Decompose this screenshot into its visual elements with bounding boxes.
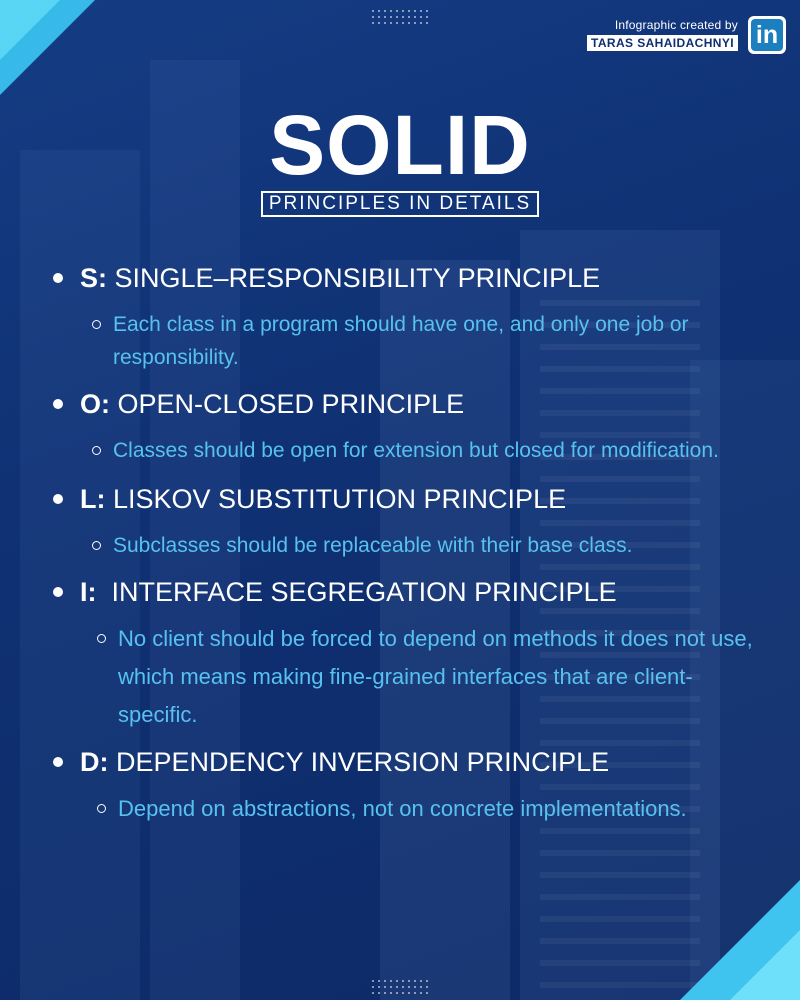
principle-heading: D: DEPENDENCY INVERSION PRINCIPLE (0, 742, 800, 782)
background-building (150, 60, 240, 1000)
principle-description-text: Depend on abstractions, not on concrete … (118, 796, 687, 821)
principle-letter: O: (80, 389, 110, 419)
principle-description: No client should be forced to depend on … (0, 620, 800, 734)
principle-description: Depend on abstractions, not on concrete … (0, 790, 800, 828)
linkedin-icon-label: in (751, 19, 783, 51)
principle-name: SINGLE–RESPONSIBILITY PRINCIPLE (114, 263, 601, 293)
bullet-icon (53, 273, 63, 283)
list-item-dependency-inversion: D: DEPENDENCY INVERSION PRINCIPLE Depend… (0, 742, 800, 828)
background-building-windows (540, 300, 700, 1000)
bullet-icon (53, 494, 63, 504)
sub-bullet-icon (92, 541, 101, 550)
list-item-interface-segregation: I: INTERFACE SEGREGATION PRINCIPLE No cl… (0, 572, 800, 734)
linkedin-icon[interactable]: in (748, 16, 786, 54)
principle-description-text: Subclasses should be replaceable with th… (113, 534, 633, 557)
credit-caption: Infographic created by (614, 18, 738, 32)
principle-description: Classes should be open for extension but… (0, 434, 800, 467)
author-credit: Infographic created by TARAS SAHAIDACHNY… (587, 18, 738, 52)
page-title: SOLID (269, 98, 531, 192)
principle-description: Each class in a program should have one,… (0, 308, 800, 374)
sub-bullet-icon (92, 446, 101, 455)
list-item-single-responsibility: S: SINGLE–RESPONSIBILITY PRINCIPLE Each … (0, 258, 800, 374)
bullet-icon (53, 757, 63, 767)
background-building (380, 260, 510, 1000)
sub-bullet-icon (97, 634, 106, 643)
corner-decoration-bottom-right-inner (730, 930, 800, 1000)
principle-heading: I: INTERFACE SEGREGATION PRINCIPLE (0, 572, 800, 612)
background-building (20, 150, 140, 1000)
principle-letter: S: (80, 263, 107, 293)
page-subtitle: PRINCIPLES IN DETAILS (260, 191, 540, 217)
principle-heading: S: SINGLE–RESPONSIBILITY PRINCIPLE (0, 258, 800, 298)
list-item-open-closed: O: OPEN-CLOSED PRINCIPLE Classes should … (0, 384, 800, 467)
background-building (520, 230, 720, 1000)
principle-description-text: Classes should be open for extension but… (113, 439, 719, 462)
principle-description: Subclasses should be replaceable with th… (0, 529, 800, 562)
principle-letter: L: (80, 484, 106, 514)
principles-list: S: SINGLE–RESPONSIBILITY PRINCIPLE Each … (0, 258, 800, 828)
bullet-icon (53, 399, 63, 409)
principle-heading: O: OPEN-CLOSED PRINCIPLE (0, 384, 800, 424)
bullet-icon (53, 587, 63, 597)
principle-heading: L: LISKOV SUBSTITUTION PRINCIPLE (0, 479, 800, 519)
corner-decoration-top-left-inner (0, 0, 60, 60)
principle-letter: D: (80, 747, 109, 777)
principle-name: DEPENDENCY INVERSION PRINCIPLE (116, 747, 610, 777)
principle-letter: I: (80, 577, 97, 607)
author-name: TARAS SAHAIDACHNYI (587, 35, 738, 51)
sub-bullet-icon (92, 320, 101, 329)
principle-description-text: Each class in a program should have one,… (113, 313, 689, 369)
principle-name: INTERFACE SEGREGATION PRINCIPLE (104, 577, 617, 607)
dot-pattern-bottom (370, 978, 430, 998)
list-item-liskov-substitution: L: LISKOV SUBSTITUTION PRINCIPLE Subclas… (0, 479, 800, 562)
dot-pattern-top (370, 8, 430, 28)
principle-description-text: No client should be forced to depend on … (118, 626, 753, 727)
principle-name: OPEN-CLOSED PRINCIPLE (117, 389, 465, 419)
sub-bullet-icon (97, 804, 106, 813)
principle-name: LISKOV SUBSTITUTION PRINCIPLE (113, 484, 567, 514)
header: SOLID PRINCIPLES IN DETAILS (0, 95, 800, 217)
